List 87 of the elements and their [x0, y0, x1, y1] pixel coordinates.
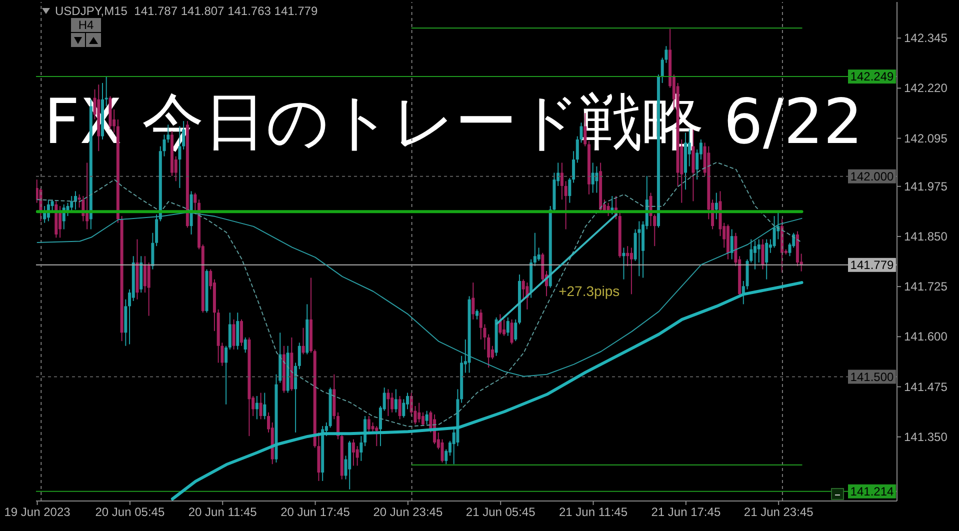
- candlestick: [626, 246, 630, 267]
- candlestick: [533, 232, 536, 267]
- candlestick: [514, 318, 518, 342]
- candlestick: [352, 438, 355, 466]
- candlestick: [244, 336, 247, 354]
- x-tick-label: 19 Jun 2023: [4, 505, 71, 519]
- ref-line-label: 141.214: [850, 484, 894, 498]
- candlestick: [394, 388, 398, 413]
- candlestick: [591, 162, 594, 194]
- candlestick: [398, 395, 402, 420]
- candlestick: [418, 402, 421, 423]
- candlestick: [765, 238, 768, 280]
- candlestick: [143, 256, 146, 294]
- candlestick: [151, 232, 154, 270]
- candlestick: [232, 318, 236, 350]
- candlestick: [386, 388, 390, 417]
- candlestick: [390, 392, 394, 413]
- y-tick-label: 141.725: [904, 280, 948, 294]
- candlestick: [772, 216, 776, 248]
- candlestick: [730, 228, 734, 260]
- y-tick-label: 141.475: [904, 380, 948, 394]
- y-tick-label: 142.345: [904, 31, 948, 46]
- annotation: H4: [71, 18, 101, 32]
- candlestick: [472, 282, 475, 320]
- candlestick: [294, 362, 298, 433]
- candlestick: [506, 316, 510, 336]
- candlestick: [402, 398, 406, 418]
- candlestick: [360, 436, 363, 462]
- candlestick: [560, 162, 564, 200]
- line-series: [36, 162, 802, 427]
- candlestick: [421, 412, 424, 427]
- ref-line-label: 142.249: [850, 70, 894, 84]
- candlestick: [263, 392, 266, 420]
- candlestick: [255, 395, 258, 420]
- candlestick: [638, 220, 641, 277]
- candlestick: [375, 426, 378, 447]
- y-tick-label: 141.850: [904, 229, 948, 244]
- candlestick: [537, 247, 540, 262]
- candlestick: [761, 238, 764, 270]
- x-tick-label: 20 Jun 23:45: [373, 505, 443, 519]
- chart-subtitle: USDJPY,M15 141.787 141.807 141.763 141.779: [55, 4, 318, 18]
- ref-line-label: 142.000: [850, 169, 894, 184]
- y-tick-label: 142.220: [904, 81, 948, 96]
- candlestick: [74, 190, 77, 210]
- candlestick: [228, 312, 232, 350]
- candlestick: [240, 318, 243, 346]
- candlestick: [302, 327, 305, 355]
- candlestick: [572, 150, 576, 184]
- candlestick: [757, 238, 760, 264]
- x-tick-label: 21 Jun 23:45: [744, 505, 814, 519]
- y-tick-label: 141.600: [904, 330, 948, 344]
- y-tick-label: 141.350: [904, 430, 948, 444]
- candlestick: [564, 180, 568, 230]
- candlestick: [356, 446, 359, 466]
- annotation: +27.3pips: [558, 283, 620, 300]
- x-tick-label: 21 Jun 05:45: [466, 505, 536, 519]
- candlestick: [43, 206, 46, 224]
- candlestick: [298, 342, 301, 370]
- candlestick: [58, 206, 62, 238]
- candlestick: [510, 318, 514, 345]
- x-tick-label: 21 Jun 17:45: [651, 505, 721, 519]
- x-tick-label: 20 Jun 05:45: [95, 505, 165, 519]
- x-tick-label: 20 Jun 11:45: [188, 505, 258, 519]
- candlestick: [476, 308, 479, 320]
- candlestick: [487, 334, 490, 368]
- candlestick: [86, 162, 89, 230]
- candlestick: [367, 416, 370, 433]
- candlestick: [259, 392, 262, 420]
- y-tick-label: 141.975: [904, 179, 948, 194]
- candlestick: [595, 166, 598, 194]
- candlestick: [440, 438, 444, 464]
- x-tick-label: 20 Jun 17:45: [280, 505, 350, 519]
- candlestick: [224, 345, 228, 405]
- candlestick: [147, 262, 150, 316]
- ref-line-label: 141.500: [850, 370, 894, 384]
- candlestick: [425, 410, 428, 425]
- candlestick: [622, 247, 626, 280]
- candlestick: [630, 247, 633, 295]
- ref-line-label: 141.779: [850, 258, 894, 272]
- candlestick: [714, 192, 718, 220]
- candlestick: [502, 318, 506, 336]
- y-tick-label: 142.095: [904, 131, 948, 146]
- line-series: [170, 281, 804, 500]
- candlestick: [754, 240, 756, 270]
- x-tick-label: 21 Jun 11:45: [559, 505, 628, 519]
- candlestick: [70, 195, 74, 212]
- candlestick: [568, 177, 572, 204]
